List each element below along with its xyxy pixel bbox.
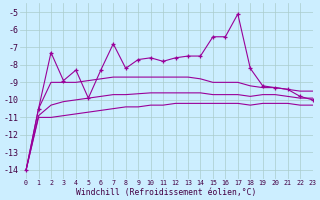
X-axis label: Windchill (Refroidissement éolien,°C): Windchill (Refroidissement éolien,°C) <box>76 188 256 197</box>
